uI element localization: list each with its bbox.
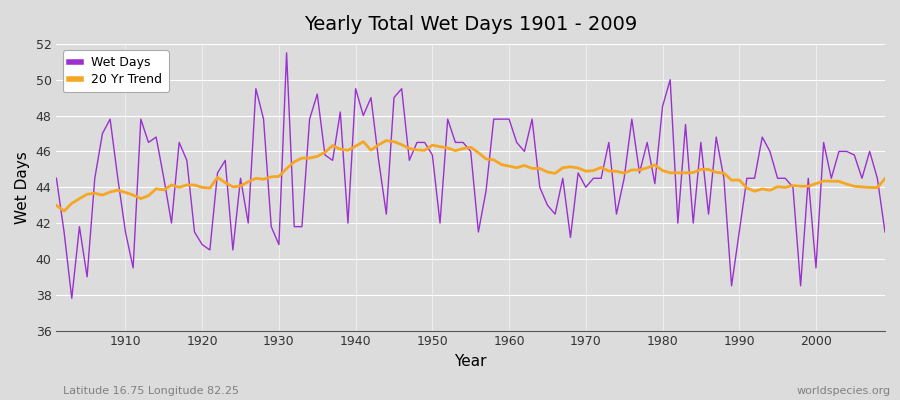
Title: Yearly Total Wet Days 1901 - 2009: Yearly Total Wet Days 1901 - 2009 bbox=[304, 15, 637, 34]
Wet Days bbox=[120, 230, 130, 234]
Wet Days bbox=[343, 221, 354, 226]
Wet Days bbox=[296, 224, 307, 229]
Text: Latitude 16.75 Longitude 82.25: Latitude 16.75 Longitude 82.25 bbox=[63, 386, 239, 396]
20 Yr Trend bbox=[120, 190, 130, 195]
Wet Days bbox=[879, 230, 890, 234]
20 Yr Trend bbox=[879, 176, 890, 181]
Text: worldspecies.org: worldspecies.org bbox=[796, 386, 891, 396]
20 Yr Trend bbox=[511, 165, 522, 170]
Line: Wet Days: Wet Days bbox=[57, 53, 885, 298]
Wet Days bbox=[511, 140, 522, 145]
20 Yr Trend bbox=[58, 209, 69, 214]
Y-axis label: Wet Days: Wet Days bbox=[15, 151, 30, 224]
20 Yr Trend bbox=[335, 147, 346, 152]
Wet Days bbox=[281, 50, 292, 55]
Wet Days bbox=[611, 212, 622, 216]
Wet Days bbox=[519, 149, 530, 154]
X-axis label: Year: Year bbox=[454, 354, 487, 369]
20 Yr Trend bbox=[519, 163, 530, 168]
Wet Days bbox=[51, 176, 62, 181]
Wet Days bbox=[67, 296, 77, 301]
20 Yr Trend bbox=[381, 138, 392, 143]
Legend: Wet Days, 20 Yr Trend: Wet Days, 20 Yr Trend bbox=[63, 50, 168, 92]
20 Yr Trend bbox=[611, 169, 622, 174]
20 Yr Trend bbox=[51, 203, 62, 208]
Line: 20 Yr Trend: 20 Yr Trend bbox=[57, 140, 885, 211]
20 Yr Trend bbox=[289, 160, 300, 164]
